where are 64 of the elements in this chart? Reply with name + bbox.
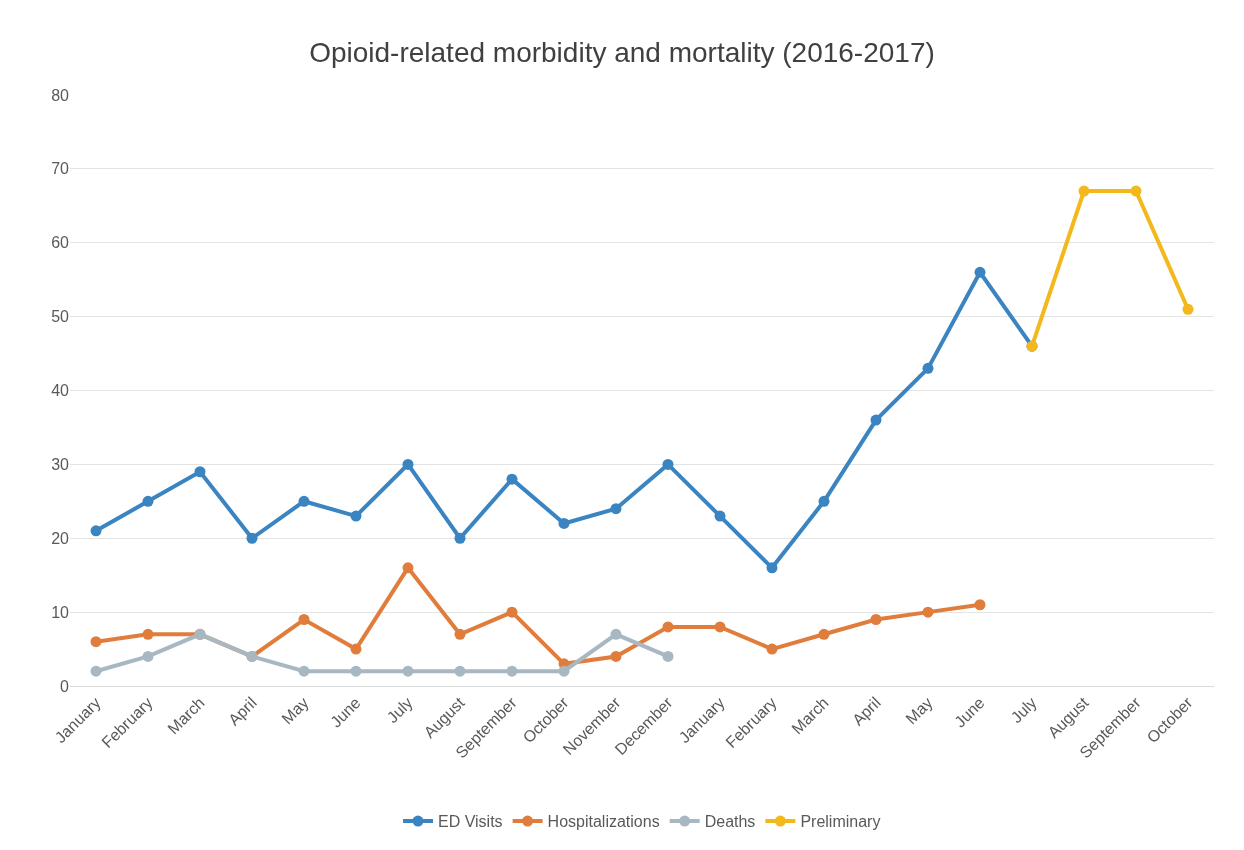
point — [1182, 303, 1194, 315]
point — [558, 517, 570, 529]
y-tick-label: 10 — [51, 603, 70, 621]
point — [298, 495, 310, 507]
point — [402, 665, 414, 677]
point — [922, 362, 934, 374]
legend-label: Hospitalizations — [547, 813, 660, 831]
point — [922, 606, 934, 618]
y-tick-label: 80 — [51, 86, 70, 104]
legend-label: Preliminary — [800, 813, 881, 831]
point — [818, 628, 830, 640]
point — [298, 614, 310, 626]
point — [350, 510, 362, 522]
chart-title: Opioid-related morbidity and mortality (2016-2017) — [309, 37, 935, 69]
y-tick-label: 50 — [51, 308, 70, 326]
point — [90, 525, 102, 537]
point — [714, 621, 726, 633]
point — [402, 562, 414, 574]
point — [610, 503, 622, 515]
point — [610, 650, 622, 662]
point — [298, 665, 310, 677]
point — [506, 665, 518, 677]
point — [402, 458, 414, 470]
point — [454, 532, 466, 544]
x-tick-label: July — [383, 693, 416, 727]
point — [506, 473, 518, 485]
y-tick-label: 20 — [51, 529, 70, 547]
x-tick-label: May — [902, 693, 936, 728]
legend-label: Deaths — [704, 813, 756, 831]
y-tick-label: 40 — [51, 382, 70, 400]
point — [662, 621, 674, 633]
point — [714, 510, 726, 522]
point — [1078, 185, 1090, 197]
point — [350, 665, 362, 677]
point — [870, 614, 882, 626]
point — [974, 599, 986, 611]
point — [610, 628, 622, 640]
point — [1130, 185, 1142, 197]
legend-label: ED Visits — [438, 813, 503, 831]
point — [246, 532, 258, 544]
point — [194, 466, 206, 478]
point — [870, 414, 882, 426]
point — [142, 495, 154, 507]
y-tick-label: 60 — [51, 234, 70, 252]
y-tick-label: 70 — [51, 160, 70, 178]
point — [90, 665, 102, 677]
point — [142, 650, 154, 662]
y-tick-label: 0 — [60, 677, 70, 695]
point — [90, 636, 102, 648]
x-tick-label: July — [1007, 693, 1040, 727]
point — [662, 458, 674, 470]
y-tick-label: 30 — [51, 455, 70, 473]
point — [454, 628, 466, 640]
point — [454, 665, 466, 677]
point — [142, 628, 154, 640]
point — [818, 495, 830, 507]
point — [558, 665, 570, 677]
x-tick-label: May — [278, 693, 312, 728]
point — [662, 650, 674, 662]
point — [974, 266, 986, 278]
point — [506, 606, 518, 618]
point — [766, 562, 778, 574]
point — [766, 643, 778, 655]
point — [350, 643, 362, 655]
